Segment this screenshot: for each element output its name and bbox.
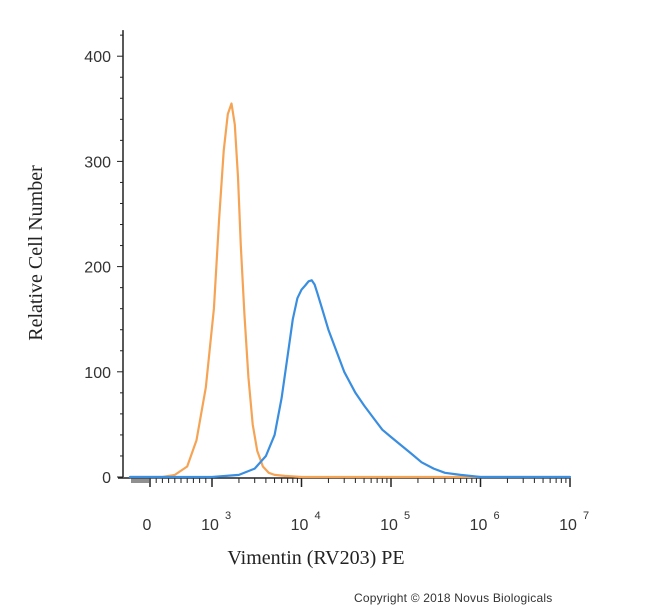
x-tick-label: 0 (143, 517, 152, 534)
y-axis-title: Relative Cell Number (25, 165, 47, 341)
x-tick-exponent: 7 (583, 510, 589, 522)
x-tick-exponent: 6 (494, 510, 500, 522)
y-tick-label: 0 (102, 470, 111, 487)
x-tick-exponent: 5 (404, 510, 410, 522)
y-tick-label: 100 (84, 365, 111, 382)
x-tick-label: 10 (201, 517, 219, 534)
y-tick-label: 300 (84, 154, 111, 171)
x-tick-exponent: 4 (315, 510, 321, 522)
y-tick-label: 400 (84, 49, 111, 66)
y-tick-label: 200 (84, 260, 111, 277)
x-tick-label: 10 (559, 517, 577, 534)
series-layer (128, 102, 572, 479)
histogram-series-1 (128, 102, 572, 479)
x-axis: 0 10 3 10 4 10 5 10 6 10 7 (118, 477, 589, 534)
x-axis-title: Vimentin (RV203) PE (227, 547, 404, 569)
x-tick-label: 10 (291, 517, 309, 534)
y-axis: 0 100 200 300 400 (84, 30, 124, 487)
x-tick-label: 10 (380, 517, 398, 534)
histogram-chart: 0 100 200 300 400 0 10 3 10 4 10 5 10 6 10 7 Relative … (25, 30, 589, 569)
histogram-series-2 (128, 279, 572, 479)
x-tick-label: 10 (470, 517, 488, 534)
copyright-notice: Copyright © 2018 Novus Biologicals (354, 591, 553, 605)
x-tick-exponent: 3 (225, 510, 231, 522)
